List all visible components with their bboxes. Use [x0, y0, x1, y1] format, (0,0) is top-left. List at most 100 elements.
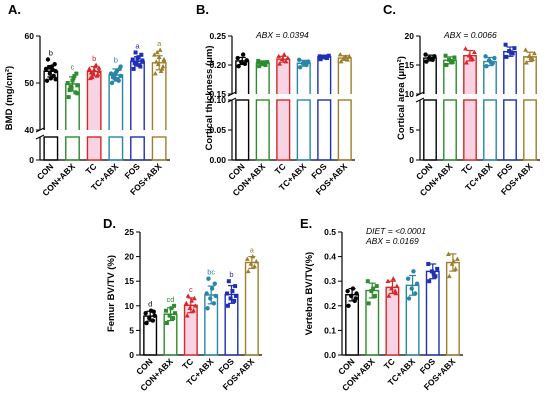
panel-e-point	[346, 303, 351, 308]
panel-d-letter: a	[250, 246, 255, 255]
panel-a-letter: a	[157, 39, 162, 48]
panel-c-point	[428, 56, 434, 61]
panel-a-point	[96, 65, 102, 70]
panel-a-point	[160, 63, 166, 69]
panel-a-point	[140, 58, 145, 63]
panel-d-point	[143, 310, 148, 316]
panel-e-point	[454, 256, 460, 261]
panel-c-xtick-label: TC	[459, 161, 474, 176]
panel-d-letter: bc	[207, 268, 215, 277]
panel-e-point	[429, 269, 434, 274]
panel-e-point	[414, 281, 420, 286]
panel-e-point	[371, 286, 376, 291]
panel-e-annotation-2: ABX = 0.0169	[365, 236, 419, 246]
panel-d-ytick-label: 15	[125, 276, 135, 286]
panel-d-ytick-label: 0	[129, 350, 134, 360]
panel-a-point	[91, 67, 97, 72]
panel-e-point	[446, 273, 452, 279]
panel-d-point	[208, 296, 213, 301]
panel-d-point	[185, 293, 191, 298]
panel-d-point	[172, 303, 177, 308]
panel-a-point	[86, 66, 92, 71]
panel-a-xtick-label: TC	[83, 161, 98, 176]
panel-b-point	[281, 51, 287, 57]
panel-d-point	[152, 313, 157, 318]
panel-e-point	[350, 286, 356, 291]
panel-d-point	[144, 320, 149, 326]
panel-e-point	[406, 296, 412, 301]
panel-a-point	[131, 66, 136, 71]
panel-d-ytick-label: 5	[129, 325, 134, 335]
panel-c-break-mark-lower	[415, 97, 425, 103]
panel-c-ytick-label: 15	[405, 60, 415, 70]
panel-d-point	[187, 305, 193, 311]
panel-e-point	[394, 283, 400, 288]
panel-a-bar-con-abx-lower	[65, 136, 80, 161]
panel-d-bar-fos-abx	[244, 261, 259, 356]
panel-b-point	[279, 56, 285, 61]
panel-d-point	[164, 321, 169, 326]
panel-b-point	[285, 55, 291, 60]
panel-d-point	[211, 301, 217, 306]
panel-c-ytick-label: 5	[409, 125, 414, 135]
panel-c-bar-tc-lower	[463, 99, 477, 161]
panel-c-label: C.	[383, 2, 396, 17]
panel-c-ylabel: Cortical area (μm²)	[396, 56, 407, 140]
panel-a-bar-con-lower	[43, 136, 59, 161]
panel-e-point	[348, 293, 354, 299]
panel-a-point	[93, 62, 99, 67]
panel-b-bar-con-abx-lower	[255, 99, 270, 161]
panel-d-point	[233, 284, 238, 289]
panel-e-point	[385, 278, 391, 283]
panel-a-bar-fos-upper	[130, 60, 145, 130]
panel-e-point	[390, 276, 396, 281]
panel-d-point	[232, 298, 237, 303]
panel-b-annotation: ABX = 0.0394	[255, 30, 309, 40]
panel-c-bar-fos-lower	[503, 99, 517, 161]
panel-b-bar-tc-abx-lower	[296, 99, 311, 161]
panel-b-bar-fos-upper	[317, 56, 332, 94]
panel-d-point	[209, 286, 215, 291]
panel-d-point	[150, 318, 156, 323]
panel-e-ylabel: Vertebra BV/TV(%)	[304, 252, 315, 335]
panel-e-point	[449, 261, 455, 266]
panel-d-point	[212, 281, 217, 286]
panel-e-point	[386, 293, 392, 298]
panel-b-point	[236, 63, 241, 69]
panel-d-ylabel: Femur BV/TV (%)	[106, 255, 117, 332]
panel-a-bar-fos-lower	[130, 136, 145, 161]
panel-d-point	[250, 254, 256, 259]
panel-b-point	[240, 52, 246, 57]
panel-b-ytick-label: 0.20	[209, 60, 226, 70]
panel-b-bar-con-lower	[235, 99, 250, 161]
panel-a-letter: c	[71, 63, 75, 72]
panel-c-point	[423, 52, 428, 57]
panel-b-point	[277, 61, 283, 66]
panel-a-ytick-label: 50	[25, 78, 35, 88]
panel-a-point	[152, 71, 158, 76]
panel-b-point	[297, 57, 302, 62]
panel-a-point	[157, 47, 163, 52]
panel-a-point	[153, 59, 159, 64]
panel-e-point	[409, 286, 414, 291]
panel-a-point	[50, 67, 55, 73]
panel-a-point	[68, 84, 73, 89]
panel-a-point	[46, 65, 52, 70]
panel-a-ytick-label: 40	[25, 125, 35, 135]
panel-d-point	[228, 296, 233, 301]
panel-b-point	[302, 59, 307, 65]
panel-b-point	[317, 54, 322, 59]
panel-a-point	[67, 88, 72, 93]
panel-e-point	[431, 271, 436, 276]
panel-a-label: A.	[8, 2, 21, 17]
panel-a-letter: a	[135, 41, 140, 50]
panel-e-point	[435, 266, 440, 271]
panel-a-point	[96, 68, 102, 74]
panel-d-ytick-label: 10	[125, 301, 135, 311]
panel-a-ylabel: BMD (mg/cm²)	[4, 66, 15, 130]
panel-a-letter: b	[49, 49, 53, 58]
panel-b-point	[345, 57, 350, 62]
panel-d-point	[147, 315, 152, 321]
panel-d-point	[191, 308, 196, 313]
panel-c-point	[448, 58, 453, 63]
